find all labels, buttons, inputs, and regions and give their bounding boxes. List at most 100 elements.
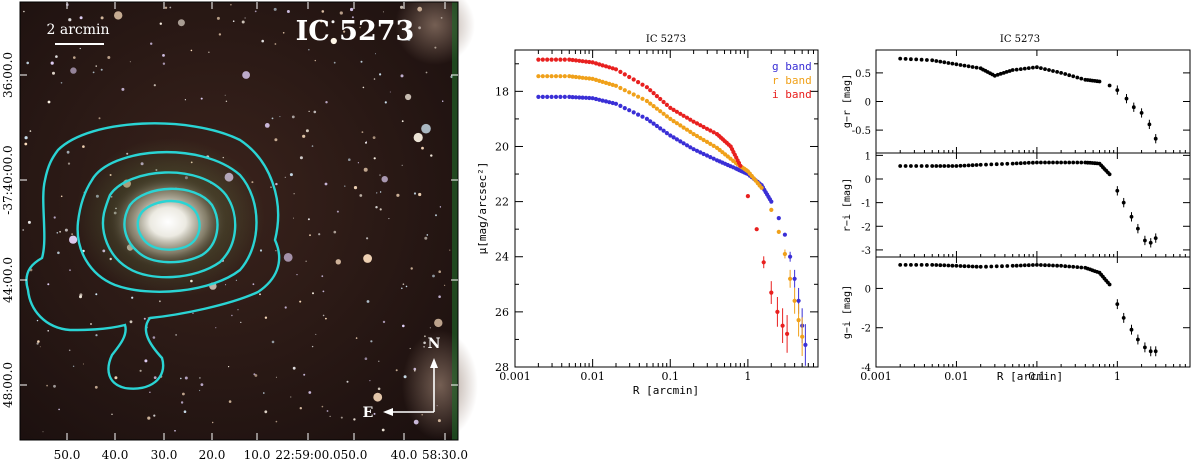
star xyxy=(24,142,28,146)
col-data-point xyxy=(1035,263,1039,267)
sb-interp-point xyxy=(694,121,700,126)
sb-data-point xyxy=(761,260,766,265)
star xyxy=(322,314,325,317)
sb-interp-point xyxy=(671,135,676,140)
color-x-label: R [arcmin] xyxy=(997,370,1063,383)
sb-interp-point xyxy=(674,109,680,114)
star xyxy=(299,407,302,410)
ra-tick-label: 10.0 xyxy=(244,448,271,462)
sb-interp-point xyxy=(553,94,559,99)
sb-interp-point xyxy=(545,94,550,99)
col-interp-point xyxy=(1026,160,1031,165)
sb-interp-point xyxy=(701,151,706,157)
sb-interp-point xyxy=(540,94,545,99)
star xyxy=(402,324,405,328)
star xyxy=(153,84,156,87)
sb-y-tick-label: 26 xyxy=(495,306,509,319)
sb-y-label: μ[mag/arcsec²] xyxy=(476,162,489,255)
star xyxy=(401,120,404,123)
compass-north-head xyxy=(430,358,438,368)
col-data-point xyxy=(1129,327,1134,332)
col-interp-point xyxy=(1051,160,1055,165)
sb-interp-point xyxy=(580,75,585,80)
col-y-tick-label: 0 xyxy=(865,98,871,109)
star xyxy=(114,11,123,20)
sb-x-tick-label: 0.1 xyxy=(662,370,680,383)
col-data-point xyxy=(1010,68,1015,72)
star xyxy=(286,10,290,13)
sb-interp-point xyxy=(618,103,623,108)
sb-interp-point xyxy=(661,111,666,116)
star xyxy=(282,32,285,34)
sb-interp-point xyxy=(622,72,627,77)
star xyxy=(200,383,204,386)
contour-outer xyxy=(25,122,281,390)
sb-interp-point xyxy=(654,123,660,129)
col-interp-point xyxy=(1079,160,1084,165)
sb-interp-point xyxy=(607,100,612,105)
star xyxy=(139,369,142,372)
col-interp-point xyxy=(1026,263,1031,268)
col-interp-point xyxy=(1000,264,1004,269)
star xyxy=(56,232,59,234)
compass: N E xyxy=(363,336,441,421)
star xyxy=(429,327,431,329)
contour-3 xyxy=(101,171,237,279)
col-data-point xyxy=(1143,345,1147,350)
star xyxy=(373,157,376,160)
sb-interp-point xyxy=(583,95,589,100)
sb-y-tick-label: 18 xyxy=(495,85,509,98)
col-interp-point xyxy=(946,263,951,268)
star xyxy=(230,3,232,6)
star xyxy=(150,42,153,45)
star xyxy=(169,6,172,9)
star xyxy=(270,186,272,188)
sb-interp-point xyxy=(587,95,592,101)
col-interp-point xyxy=(1000,162,1004,166)
star xyxy=(273,7,277,11)
star xyxy=(320,19,323,23)
col-interp-point xyxy=(970,264,975,269)
star xyxy=(47,330,49,332)
star xyxy=(315,333,317,335)
col-y-tick-label: -2 xyxy=(861,222,871,233)
sb-data-point xyxy=(759,185,764,190)
color-chart-title: IC 5273 xyxy=(1000,34,1040,45)
col-data-point xyxy=(1136,337,1140,342)
star xyxy=(212,421,214,424)
sb-data-point xyxy=(590,60,595,65)
col-data-point xyxy=(978,162,983,167)
star xyxy=(365,141,367,144)
star xyxy=(36,319,39,322)
sb-interp-point xyxy=(698,135,703,141)
star xyxy=(98,117,101,120)
sb-interp-point xyxy=(573,74,579,80)
sb-interp-point xyxy=(698,150,703,155)
star xyxy=(308,391,312,394)
sb-interp-point xyxy=(651,121,656,126)
star xyxy=(144,359,148,363)
sb-interp-point xyxy=(553,57,559,62)
star xyxy=(37,340,40,343)
col-data-point xyxy=(954,164,959,168)
col-interp-point xyxy=(1047,68,1051,72)
star xyxy=(388,218,390,220)
col-y-tick-label: 0.5 xyxy=(855,69,871,80)
col-interp-point xyxy=(1018,67,1023,71)
star xyxy=(29,130,32,132)
col-interp-point xyxy=(974,65,979,70)
ra-tick-label: 30.0 xyxy=(151,448,178,462)
sb-data-point xyxy=(803,342,808,347)
image-axis-ticks xyxy=(20,2,458,440)
star xyxy=(375,53,376,55)
col-data-point xyxy=(954,62,959,67)
star xyxy=(424,236,428,240)
sb-interp-point xyxy=(610,100,615,106)
star xyxy=(378,360,380,362)
star xyxy=(396,193,400,197)
sb-interp-point xyxy=(558,94,563,99)
sb-data-point xyxy=(776,216,781,221)
sb-data-point xyxy=(788,276,793,281)
col-interp-point xyxy=(962,264,967,269)
col-interp-point xyxy=(995,72,1000,77)
